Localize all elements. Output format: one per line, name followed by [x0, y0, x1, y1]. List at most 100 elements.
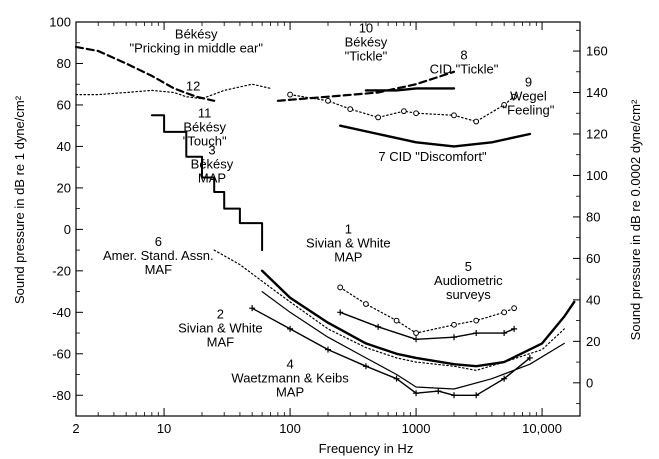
right-y-tick-label: 0 — [586, 375, 593, 390]
annotation-line: MAF — [207, 335, 235, 350]
right-y-tick-label: 60 — [586, 251, 600, 266]
series-line — [339, 124, 532, 148]
y-axis-label: Sound pressure in dB re 1 dyne/cm² — [12, 95, 27, 304]
annotation-line: MAF — [145, 262, 173, 277]
y-tick-label: 100 — [49, 15, 71, 30]
data-point — [511, 325, 518, 332]
data-point — [413, 390, 420, 397]
annotation-line: "Touch" — [183, 133, 227, 148]
y-tick-label: -60 — [52, 346, 71, 361]
right-y-axis-ticks: 0 20 40 60 80 100 120 140 160 — [573, 29, 608, 404]
series-line — [339, 286, 515, 334]
annotation-label: Békésy "Pricking in middle ear" — [129, 27, 263, 56]
data-point — [501, 375, 508, 382]
annotation-label: 10 Békésy "Tickle" — [345, 20, 388, 63]
annotation-label: 6 Amer. Stand. Assn. MAF — [103, 234, 214, 277]
data-point — [413, 336, 420, 343]
annotation-label: 11 Békésy "Touch" — [183, 105, 227, 148]
data-point — [363, 301, 369, 307]
annotation-line: Sivian & White — [178, 321, 263, 336]
annotation-label: 2 Sivian & White MAF — [178, 307, 263, 350]
annotation-label: 12 — [186, 78, 200, 93]
annotation-line: 5 — [465, 259, 472, 274]
data-point — [435, 388, 442, 395]
x-axis-ticks: 2 10 100 1000 10,000 — [72, 22, 562, 436]
series-line — [289, 94, 515, 123]
y-tick-label: 60 — [57, 97, 71, 112]
right-y-tick-label: 80 — [586, 209, 600, 224]
right-y-tick-label: 40 — [586, 292, 600, 307]
right-y-tick-label: 160 — [586, 44, 608, 59]
data-point — [451, 112, 457, 119]
data-point — [375, 323, 382, 330]
data-point — [473, 317, 480, 324]
right-y-tick-label: 100 — [586, 168, 608, 183]
x-axis-label: Frequency in Hz — [319, 441, 414, 456]
right-y-tick-label: 140 — [586, 85, 608, 100]
annotation-line: 10 — [359, 20, 373, 35]
data-point — [375, 114, 382, 121]
series-line — [339, 311, 515, 340]
annotation-line: "Tickle" — [345, 48, 388, 63]
right-y-tick-label: 120 — [586, 126, 608, 141]
data-point — [393, 317, 400, 324]
annotation-line: MAP — [334, 250, 362, 265]
x-tick-label: 10 — [157, 421, 171, 436]
annotation-line: 3 — [208, 143, 215, 158]
data-point — [501, 330, 508, 337]
series-line — [150, 114, 264, 252]
series-line — [260, 269, 576, 368]
data-point — [249, 305, 256, 312]
y-tick-label: 40 — [57, 139, 71, 154]
annotation-line: MAP — [198, 171, 226, 186]
data-point — [511, 305, 518, 312]
series-line — [213, 249, 565, 371]
annotation-line: 8 — [460, 47, 467, 62]
right-y-axis-label: Sound pressure in dB re 0.0002 dyne/cm² — [628, 99, 643, 340]
data-point — [473, 330, 480, 337]
annotation-label: 5 Audiometric surveys — [434, 259, 503, 302]
data-point — [451, 334, 457, 341]
annotation-label: 3 Békésy MAP — [191, 143, 234, 186]
y-axis-ticks: -80 -60 -40 -20 0 20 40 60 80 100 — [49, 15, 83, 417]
y-tick-label: 0 — [64, 222, 71, 237]
data-point — [347, 106, 354, 112]
y-tick-label: -40 — [52, 305, 71, 320]
data-point — [325, 97, 331, 104]
annotation-line: Békésy — [175, 27, 218, 42]
annotation-label: 4 Waetzmann & Keibs MAP — [231, 356, 349, 399]
annotation-line: "Feeling" — [503, 102, 555, 117]
data-point — [473, 392, 480, 399]
annotation-line: 7 CID "Discomfort" — [378, 149, 487, 164]
y-tick-label: 80 — [57, 56, 71, 71]
y-tick-label: 20 — [57, 180, 71, 195]
plot-frame — [75, 21, 581, 417]
annotation-line: Waetzmann & Keibs — [231, 370, 349, 385]
annotation-line: surveys — [446, 287, 491, 302]
annotation-line: "Pricking in middle ear" — [129, 41, 263, 56]
annotation-line: Audiometric — [434, 273, 503, 288]
annotation-label: 1 Sivian & White MAP — [306, 222, 391, 265]
data-point — [511, 93, 518, 100]
annotation-label: 8 CID "Tickle" — [430, 47, 499, 76]
annotation-line: MAP — [276, 384, 304, 399]
data-point — [287, 91, 293, 98]
data-point — [393, 375, 400, 382]
annotation-line: Sivian & White — [306, 236, 391, 251]
data-point — [337, 309, 344, 316]
data-point — [413, 330, 419, 336]
data-series — [74, 45, 576, 399]
annotation-label: 9 Wegel "Feeling" — [503, 74, 555, 117]
annotation-line: CID "Tickle" — [430, 61, 499, 76]
annotation-line: 1 — [345, 222, 352, 237]
annotation-line: Wegel — [510, 88, 547, 103]
annotation-line: 6 — [155, 234, 162, 249]
data-point — [362, 363, 369, 370]
annotation-line: 12 — [186, 78, 200, 93]
data-point — [451, 392, 457, 399]
series-line — [276, 70, 456, 102]
annotation-line: Békésy — [183, 119, 226, 134]
right-y-tick-label: 20 — [586, 334, 600, 349]
